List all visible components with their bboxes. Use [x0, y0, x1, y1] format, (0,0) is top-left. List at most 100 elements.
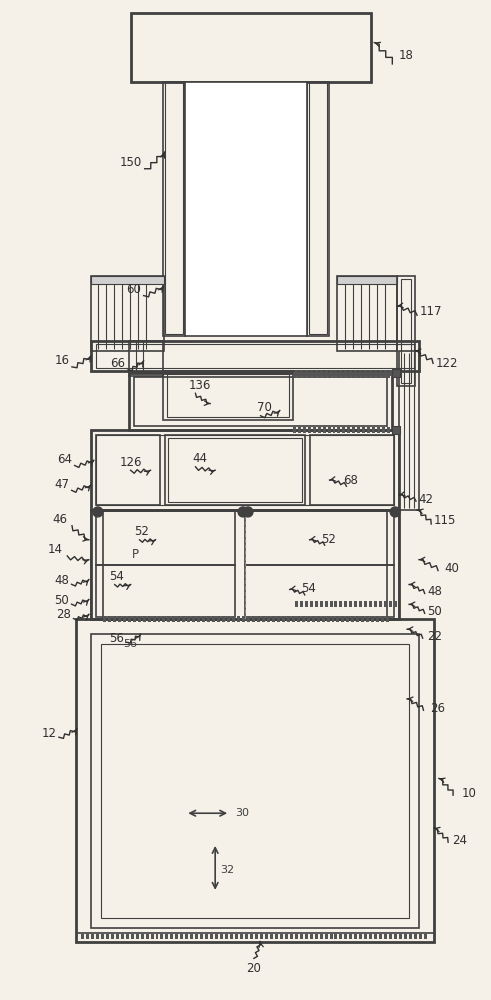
- Bar: [320, 601, 323, 607]
- Bar: [337, 276, 397, 351]
- Bar: [392, 369, 400, 377]
- Bar: [76, 619, 434, 942]
- Bar: [371, 616, 374, 622]
- Bar: [320, 370, 323, 376]
- Bar: [156, 934, 159, 939]
- Bar: [322, 616, 325, 622]
- Bar: [126, 934, 129, 939]
- Bar: [334, 601, 337, 607]
- Bar: [96, 934, 99, 939]
- Bar: [96, 344, 414, 368]
- Bar: [364, 934, 367, 939]
- Bar: [379, 934, 382, 939]
- Bar: [113, 616, 116, 622]
- Bar: [374, 934, 377, 939]
- Bar: [272, 616, 275, 622]
- Text: 68: 68: [343, 474, 358, 487]
- Bar: [379, 601, 382, 607]
- Text: 115: 115: [434, 514, 456, 527]
- Bar: [359, 601, 362, 607]
- Bar: [357, 372, 360, 378]
- Text: 66: 66: [110, 357, 126, 370]
- Bar: [230, 934, 233, 939]
- Bar: [302, 372, 306, 378]
- Bar: [170, 934, 173, 939]
- Circle shape: [238, 507, 248, 517]
- Bar: [304, 934, 308, 939]
- Bar: [332, 427, 335, 433]
- Text: 40: 40: [444, 562, 460, 575]
- Text: 28: 28: [56, 608, 71, 621]
- Bar: [158, 616, 161, 622]
- Bar: [131, 934, 134, 939]
- Bar: [384, 934, 387, 939]
- Bar: [207, 616, 210, 622]
- Text: 42: 42: [418, 493, 434, 506]
- Bar: [386, 616, 389, 622]
- Bar: [401, 279, 411, 383]
- Bar: [275, 934, 278, 939]
- Bar: [342, 427, 346, 433]
- Circle shape: [243, 507, 253, 517]
- Bar: [387, 372, 390, 378]
- Bar: [300, 601, 302, 607]
- Bar: [414, 934, 417, 939]
- Bar: [220, 934, 223, 939]
- Bar: [148, 616, 151, 622]
- Bar: [293, 372, 296, 378]
- Bar: [282, 616, 285, 622]
- Text: 52: 52: [134, 525, 149, 538]
- Bar: [345, 601, 348, 607]
- Bar: [307, 82, 328, 336]
- Bar: [111, 934, 114, 939]
- Bar: [91, 510, 399, 619]
- Text: 50: 50: [427, 605, 442, 618]
- Bar: [345, 934, 348, 939]
- Bar: [96, 565, 235, 617]
- Bar: [397, 372, 400, 378]
- Bar: [367, 372, 370, 378]
- Bar: [292, 616, 295, 622]
- Bar: [101, 934, 104, 939]
- Bar: [315, 934, 318, 939]
- Bar: [384, 601, 387, 607]
- Bar: [222, 616, 225, 622]
- Bar: [163, 616, 165, 622]
- Bar: [227, 616, 230, 622]
- Bar: [217, 616, 220, 622]
- Bar: [382, 427, 385, 433]
- Bar: [399, 351, 419, 510]
- Circle shape: [390, 507, 400, 517]
- Bar: [337, 276, 397, 284]
- Text: 150: 150: [120, 156, 142, 169]
- Bar: [164, 371, 293, 420]
- Bar: [366, 616, 369, 622]
- Bar: [424, 934, 427, 939]
- Text: 16: 16: [55, 354, 69, 367]
- Text: 117: 117: [420, 305, 442, 318]
- Bar: [341, 616, 345, 622]
- Bar: [372, 427, 375, 433]
- Bar: [297, 616, 300, 622]
- Bar: [394, 601, 397, 607]
- Bar: [277, 616, 280, 622]
- Bar: [350, 934, 353, 939]
- Bar: [108, 616, 111, 622]
- Bar: [191, 934, 193, 939]
- Bar: [237, 616, 240, 622]
- Bar: [329, 601, 332, 607]
- Bar: [165, 82, 183, 334]
- Bar: [350, 370, 353, 376]
- Bar: [355, 601, 357, 607]
- Bar: [374, 370, 377, 376]
- Bar: [315, 601, 318, 607]
- Bar: [350, 601, 353, 607]
- Bar: [327, 372, 330, 378]
- Bar: [327, 616, 329, 622]
- Bar: [232, 616, 235, 622]
- Bar: [175, 934, 178, 939]
- Bar: [96, 510, 235, 565]
- Bar: [91, 634, 419, 928]
- Text: 56: 56: [124, 639, 137, 649]
- Bar: [394, 370, 397, 376]
